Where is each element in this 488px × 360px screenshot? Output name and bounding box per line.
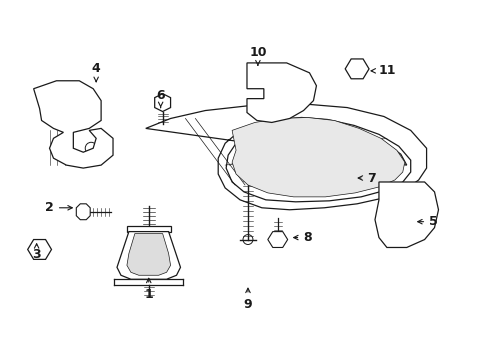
Polygon shape [345,59,368,79]
Text: 9: 9 [243,288,252,311]
Text: 8: 8 [293,231,311,244]
Text: 10: 10 [249,46,266,65]
Text: 3: 3 [32,244,41,261]
Polygon shape [117,231,180,279]
Polygon shape [267,231,287,247]
Text: 5: 5 [417,215,437,228]
Polygon shape [374,182,438,247]
Text: 4: 4 [92,62,101,82]
Polygon shape [145,104,426,210]
Polygon shape [34,81,113,168]
Text: 2: 2 [45,201,72,214]
Polygon shape [246,63,316,122]
Polygon shape [127,226,170,231]
Polygon shape [154,94,170,112]
Text: 1: 1 [144,278,153,301]
Text: 7: 7 [357,171,375,185]
Polygon shape [127,234,170,275]
Polygon shape [28,239,51,260]
Text: 6: 6 [156,89,164,108]
Polygon shape [232,117,404,197]
Polygon shape [76,204,90,220]
Text: 11: 11 [370,64,395,77]
